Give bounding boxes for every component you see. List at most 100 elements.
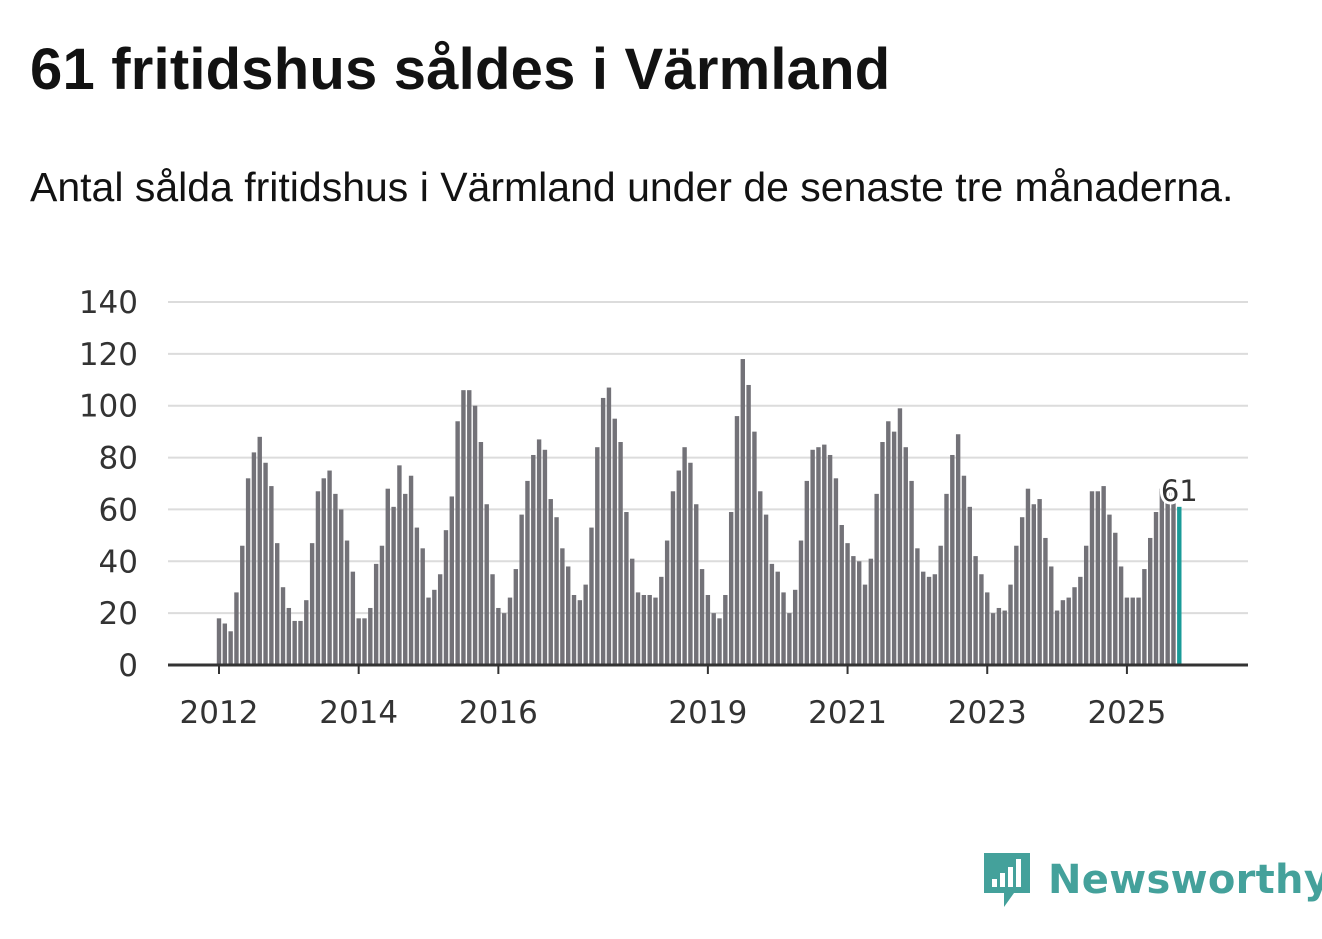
bar [478, 442, 484, 665]
bars [216, 359, 1182, 665]
bar [664, 540, 670, 665]
bar [874, 493, 879, 665]
bar [921, 571, 926, 665]
bar [420, 548, 425, 665]
data-labels: 61 [1158, 471, 1201, 511]
bar [1159, 488, 1165, 665]
bar [1043, 537, 1048, 665]
bar [379, 545, 385, 665]
bar [280, 587, 286, 665]
bar [362, 618, 367, 665]
bar [682, 447, 687, 665]
bar [589, 527, 594, 665]
bar [653, 597, 658, 665]
x-axis-ticks: 2012 2014 2016 2019 2021 2023 2025 [180, 665, 1166, 731]
bar [234, 592, 239, 665]
bar [833, 478, 839, 665]
newsworthy-logo-icon [984, 853, 1030, 907]
bar [612, 418, 617, 665]
bar [240, 545, 245, 665]
bar [699, 569, 705, 665]
bar [1089, 491, 1095, 665]
bar [758, 491, 763, 665]
bar [571, 594, 577, 665]
bar-highlight [1177, 506, 1182, 665]
bar [228, 631, 233, 665]
bar [1171, 491, 1176, 665]
bar [647, 594, 652, 665]
bar [763, 514, 769, 665]
bar [275, 543, 280, 665]
bar [1130, 597, 1135, 665]
bar [286, 607, 292, 665]
bar [298, 620, 303, 665]
bar [635, 592, 641, 665]
bar [769, 563, 775, 665]
bar [391, 506, 396, 665]
bar [1049, 566, 1054, 665]
bar [938, 545, 943, 665]
bar [798, 540, 804, 665]
bar [566, 566, 571, 665]
bar [816, 447, 821, 665]
bar [868, 558, 874, 665]
bar [1072, 587, 1077, 665]
y-tick-label: 140 [79, 285, 138, 321]
bar [1165, 491, 1170, 665]
bar [839, 524, 844, 665]
bar [955, 434, 961, 665]
bar [781, 592, 786, 665]
bar [315, 491, 321, 665]
bar [717, 618, 722, 665]
x-tick-label: 2012 [180, 695, 259, 731]
bar [507, 597, 513, 665]
bar [321, 478, 326, 665]
bar [245, 478, 251, 665]
y-tick-label: 60 [99, 492, 138, 528]
bar [1019, 517, 1025, 665]
bar [536, 439, 542, 665]
bar [734, 416, 740, 665]
bar [1014, 545, 1019, 665]
bar [455, 421, 460, 665]
bar [694, 504, 699, 665]
bar [926, 576, 932, 665]
bar [408, 475, 414, 665]
bar [1118, 566, 1124, 665]
bar [1124, 597, 1130, 665]
bar [397, 465, 402, 665]
x-tick-label: 2023 [948, 695, 1027, 731]
bar [1025, 488, 1031, 665]
bar [449, 496, 454, 665]
bar [822, 444, 827, 665]
newsworthy-logo: Newsworthy [980, 848, 1322, 912]
bar [554, 517, 559, 665]
bar [950, 454, 955, 665]
bar [985, 592, 990, 665]
bar [583, 584, 588, 665]
bar [443, 530, 449, 665]
bar [996, 607, 1002, 665]
bar [1113, 532, 1118, 665]
bar [309, 543, 315, 665]
bar [857, 561, 862, 665]
bar [356, 618, 361, 665]
bar [915, 548, 920, 665]
bar [979, 574, 984, 665]
bar [804, 480, 810, 665]
bar [385, 488, 390, 665]
x-tick-label: 2014 [319, 695, 398, 731]
bar [513, 569, 519, 665]
bar [932, 574, 938, 665]
bar [961, 475, 967, 665]
bar [531, 454, 536, 665]
bar [1153, 512, 1159, 665]
bar [595, 447, 600, 665]
bar [641, 594, 647, 665]
bar [746, 384, 751, 665]
highlight-data-label: 61 [1161, 474, 1198, 508]
chart-subtitle: Antal sålda fritidshus i Värmland under … [30, 164, 1234, 210]
bar [973, 556, 978, 665]
y-tick-label: 100 [79, 389, 138, 425]
bar [851, 556, 856, 665]
